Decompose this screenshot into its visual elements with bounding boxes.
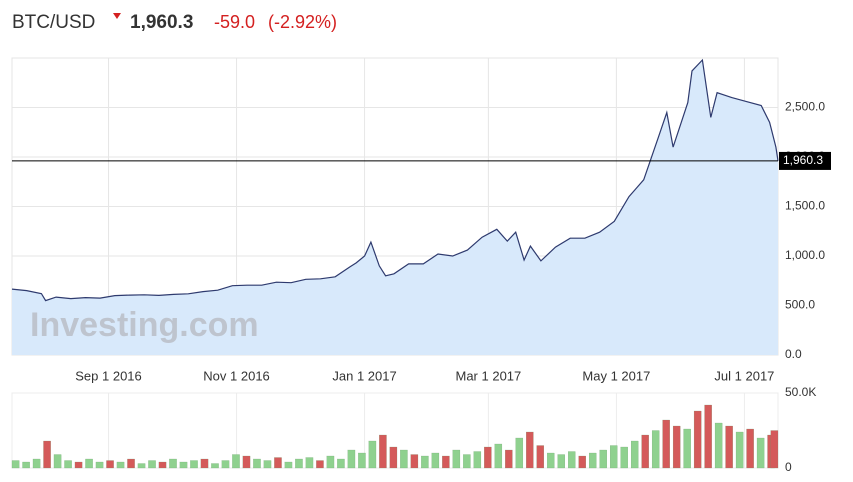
volume-bar <box>43 440 51 469</box>
price: 1,960.3 <box>130 12 193 33</box>
volume-bar <box>484 446 492 469</box>
volume-bar <box>368 440 377 469</box>
volume-bar <box>505 449 513 469</box>
volume-bar <box>557 454 565 469</box>
volume-bar <box>578 455 586 469</box>
volume-bar <box>536 445 545 469</box>
watermark: Investing.com <box>30 306 259 344</box>
volume-bar <box>337 458 345 469</box>
volume-bar <box>400 449 408 469</box>
volume-bar <box>64 460 72 469</box>
volume-bar <box>85 458 93 469</box>
x-tick-label: Sep 1 2016 <box>75 368 142 383</box>
volume-bar <box>284 461 293 469</box>
volume-bar <box>253 458 261 469</box>
volume-bar <box>221 460 230 469</box>
volume-bar <box>169 458 177 469</box>
volume-bar <box>651 430 660 469</box>
change: -59.0 <box>214 12 255 32</box>
volume-bar <box>526 431 534 469</box>
volume-bar <box>200 458 209 469</box>
volume-bar <box>589 452 597 469</box>
volume-bar <box>106 460 114 469</box>
volume-bar <box>326 455 335 469</box>
volume-bar <box>515 437 524 469</box>
y-tick-label: 500.0 <box>785 298 815 312</box>
y-tick-label: 1,500.0 <box>785 199 825 213</box>
volume-bar <box>116 461 125 469</box>
volume-bar <box>725 425 733 469</box>
volume-bar <box>610 445 618 469</box>
volume-bar <box>463 454 471 469</box>
volume-bar <box>137 463 146 469</box>
volume-bar <box>242 455 251 469</box>
volume-bar <box>693 410 702 469</box>
volume-bar <box>599 449 607 469</box>
y-tick-label: 1,000.0 <box>785 248 825 262</box>
volume-bar <box>274 457 282 469</box>
change-percent: (-2.92%) <box>268 12 337 32</box>
volume-bar <box>190 460 198 469</box>
volume-bar <box>756 437 765 469</box>
volume-bar <box>714 422 723 469</box>
volume-bar <box>358 452 366 469</box>
last-value-label: 1,960.3 <box>783 153 823 167</box>
volume-bar <box>127 458 135 469</box>
volume-bar <box>148 460 156 469</box>
area-fill <box>12 60 778 355</box>
volume-bar <box>662 419 670 469</box>
volume-bar <box>158 461 167 469</box>
volume-bar <box>211 463 219 469</box>
volume-bar <box>431 452 440 469</box>
last-value-box <box>779 151 831 170</box>
volume-bar <box>316 460 324 469</box>
down-arrow <box>113 13 121 19</box>
volume-bar <box>547 452 555 469</box>
volume-bar <box>630 440 639 469</box>
volume-bar <box>305 457 314 469</box>
volume-bar <box>452 449 461 469</box>
volume-bar <box>410 454 419 469</box>
volume-bar <box>421 455 429 469</box>
volume-bar <box>11 460 20 469</box>
y-tick-label: 0 <box>785 460 792 474</box>
volume-bar <box>494 443 503 469</box>
y-tick-label: 0.0 <box>785 347 802 361</box>
x-tick-label: Mar 1 2017 <box>456 368 522 383</box>
volume-bar <box>683 428 691 469</box>
volume-bar <box>746 428 754 469</box>
volume-bar <box>735 431 744 469</box>
x-tick-label: Jan 1 2017 <box>332 368 396 383</box>
volume-bar <box>672 425 681 469</box>
volume-bar <box>179 461 188 469</box>
volume-bar <box>620 446 628 469</box>
volume-bar <box>704 404 712 469</box>
price-line <box>11 58 779 302</box>
volume-bar <box>53 454 62 469</box>
volume-bar <box>232 454 240 469</box>
x-tick-label: Jul 1 2017 <box>714 368 774 383</box>
volume-bar <box>74 461 83 469</box>
volume-bar <box>22 461 30 469</box>
symbol: BTC/USD <box>12 12 95 33</box>
volume-bar <box>95 461 104 469</box>
volume-bar <box>263 460 272 469</box>
volume-bar <box>32 458 41 469</box>
volume-bar <box>295 458 303 469</box>
y-tick-label: 2,500.0 <box>785 100 825 114</box>
volume-bar <box>379 434 387 469</box>
volume-bar <box>389 446 398 469</box>
volume-bar <box>473 451 482 469</box>
volume-bar <box>641 434 649 469</box>
volume-bar <box>770 430 779 469</box>
x-tick-label: May 1 2017 <box>582 368 650 383</box>
volume-bar <box>568 451 576 469</box>
volume-bar <box>442 455 450 469</box>
x-tick-label: Nov 1 2016 <box>203 368 270 383</box>
volume-bar <box>347 449 356 469</box>
y-tick-label: 50.0K <box>785 385 816 399</box>
